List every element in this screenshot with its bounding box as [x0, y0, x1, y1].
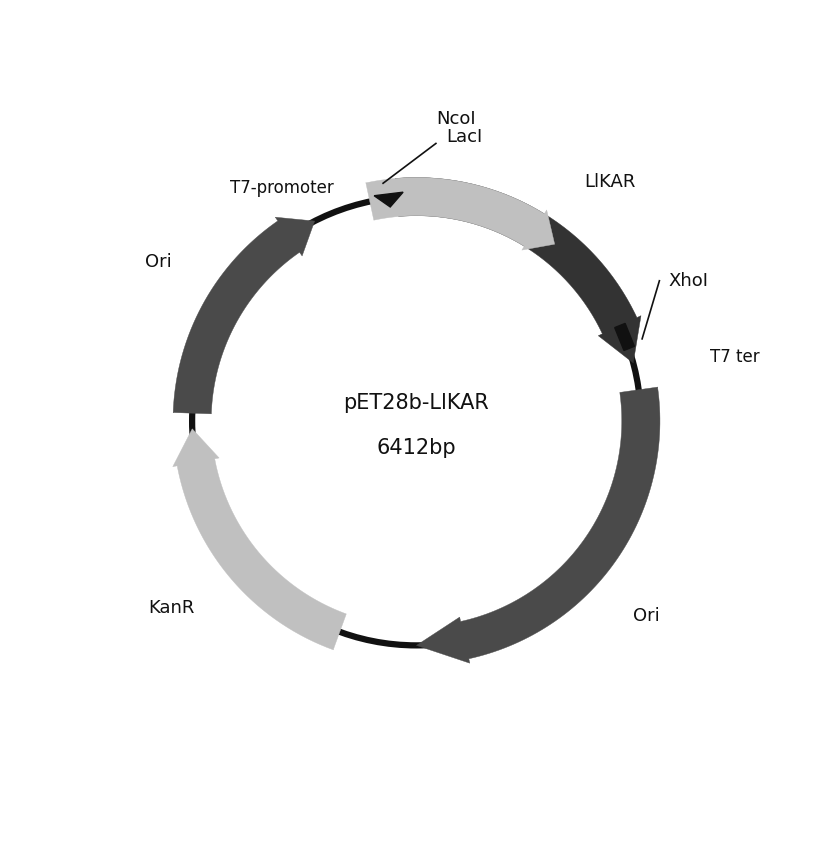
Polygon shape [374, 192, 403, 207]
Text: XhoI: XhoI [668, 272, 708, 290]
Text: Ori: Ori [145, 253, 172, 271]
Text: Ori: Ori [633, 607, 660, 626]
Polygon shape [172, 429, 347, 650]
Text: NcoI: NcoI [436, 109, 476, 128]
Text: T7 ter: T7 ter [711, 348, 760, 365]
Text: 6412bp: 6412bp [377, 438, 456, 458]
Text: T7-promoter: T7-promoter [230, 179, 334, 197]
Polygon shape [396, 178, 641, 363]
Text: KanR: KanR [148, 599, 195, 617]
Polygon shape [416, 387, 660, 663]
Text: LlKAR: LlKAR [584, 173, 636, 191]
Text: pET28b-LlKAR: pET28b-LlKAR [344, 393, 489, 413]
Polygon shape [615, 323, 635, 350]
Text: LacI: LacI [446, 128, 482, 146]
Polygon shape [366, 178, 555, 250]
Polygon shape [173, 217, 315, 413]
